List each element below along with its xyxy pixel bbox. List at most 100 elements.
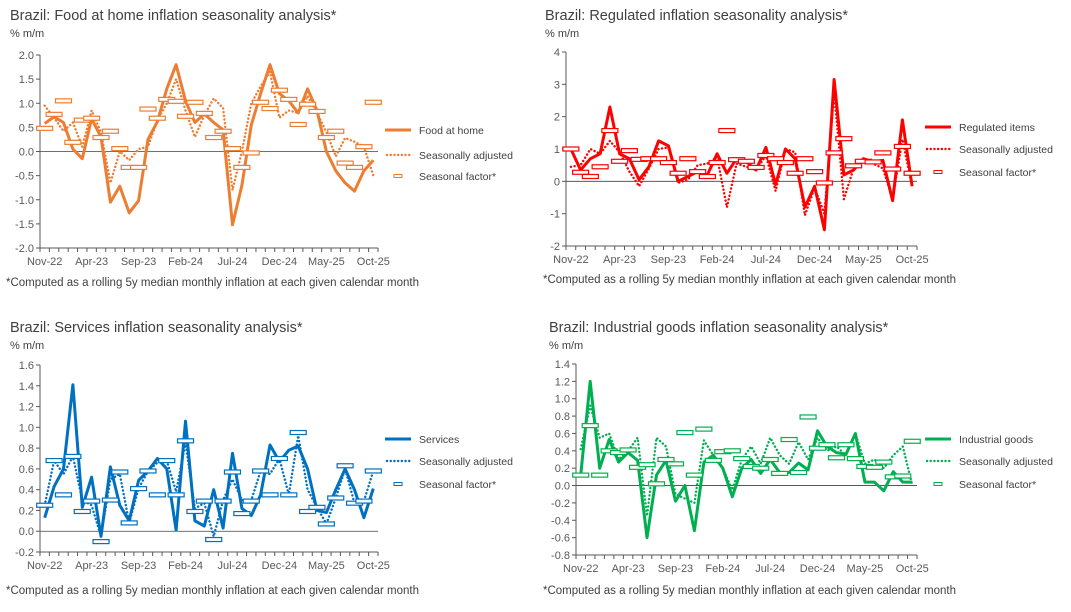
y-tick-label: 0.8 xyxy=(19,443,34,455)
seasonal-factor-marker xyxy=(158,457,176,464)
chart-panel-industrial: Brazil: Industrial goods inflation seaso… xyxy=(535,312,1070,612)
x-tick-label: Nov-22 xyxy=(27,560,62,572)
seasonal-factor-marker xyxy=(355,498,373,504)
y-tick-label: 0.0 xyxy=(555,481,570,493)
seasonal-factor-marker xyxy=(111,469,129,475)
seasonal-factor-marker xyxy=(786,170,804,176)
x-tick-label: Feb-24 xyxy=(705,563,740,575)
y-tick-label: 0.0 xyxy=(19,526,34,538)
x-tick-label: Dec-24 xyxy=(262,560,297,572)
seasonal-factor-marker xyxy=(581,173,599,180)
seasonal-factor-marker xyxy=(195,498,213,504)
seasonal-factor-marker xyxy=(628,464,647,470)
series-line-seasonally-adjusted xyxy=(579,404,914,518)
seasonal-factor-marker xyxy=(73,508,91,515)
seasonal-factor-marker xyxy=(148,492,166,498)
seasonal-factor-marker xyxy=(252,99,270,105)
x-tick-label: Apr-23 xyxy=(75,256,108,268)
y-tick-label: 0.8 xyxy=(555,411,570,423)
y-tick-label: 0 xyxy=(554,176,560,188)
footnote: *Computed as a rolling 5y median monthly… xyxy=(6,585,419,597)
seasonal-factor-marker xyxy=(289,429,307,436)
seasonal-factor-marker xyxy=(647,481,666,487)
seasonal-factor-marker xyxy=(317,521,335,527)
seasonal-factor-marker xyxy=(685,472,704,478)
x-tick-label: May-25 xyxy=(847,563,884,575)
legend-label: Seasonally adjusted xyxy=(959,456,1053,468)
seasonal-factor-marker xyxy=(698,173,716,180)
y-axis-unit: % m/m xyxy=(10,28,45,40)
y-tick-label: -1 xyxy=(550,209,560,221)
seasonal-factor-marker xyxy=(619,447,637,453)
chart-regulated: -2 -1 0 1 2 3 4 Nov-22 Apr-23 Sep-23 Feb-24 Jul-24 D… xyxy=(550,47,1053,266)
seasonal-factor-marker xyxy=(689,169,707,175)
y-tick-label: 2 xyxy=(554,112,560,124)
y-tick-label: 0.0 xyxy=(19,147,34,159)
legend-label: Seasonal factor* xyxy=(959,479,1036,491)
legend-label: Regulated items xyxy=(959,122,1035,134)
seasonal-factor-marker xyxy=(317,134,335,141)
legend-label: Seasonal factor* xyxy=(959,167,1036,179)
seasonal-factor-marker xyxy=(327,128,345,134)
x-tick-label: Feb-24 xyxy=(700,254,735,266)
seasonal-factor-marker xyxy=(270,455,289,462)
y-tick-label: -0.8 xyxy=(551,550,570,562)
seasonal-factor-marker xyxy=(747,164,765,171)
seasonal-factor-marker xyxy=(186,99,204,105)
x-tick-label: Sep-23 xyxy=(121,560,156,572)
x-tick-label: May-25 xyxy=(845,254,882,266)
chart-panel-food: Brazil: Food at home inflation seasonali… xyxy=(0,0,535,300)
y-tick-label: -2.0 xyxy=(15,243,34,255)
x-tick-label: Dec-24 xyxy=(262,256,297,268)
footnote: *Computed as a rolling 5y median monthly… xyxy=(543,274,956,286)
x-tick-label: Nov-22 xyxy=(553,254,588,266)
seasonal-factor-marker xyxy=(845,163,863,169)
y-tick-label: 0.4 xyxy=(555,446,570,458)
seasonal-factor-marker xyxy=(111,146,129,152)
seasonal-factor-marker xyxy=(101,497,120,503)
seasonal-factor-marker xyxy=(752,465,770,471)
seasonal-factor-marker xyxy=(893,143,911,150)
seasonal-factor-marker xyxy=(837,442,855,448)
seasonal-factor-marker xyxy=(874,150,892,156)
seasonal-factor-marker xyxy=(884,166,902,172)
y-tick-label: 0.6 xyxy=(19,464,34,476)
seasonal-factor-marker xyxy=(242,498,260,504)
seasonal-factor-marker xyxy=(737,158,755,164)
seasonal-factor-marker xyxy=(167,492,185,498)
seasonal-factor-marker xyxy=(289,121,307,128)
x-tick-label: Oct-25 xyxy=(896,563,929,575)
x-tick-label: Sep-23 xyxy=(651,254,686,266)
x-tick-label: Feb-24 xyxy=(168,256,203,268)
seasonal-factor-marker xyxy=(167,98,185,104)
seasonal-factor-marker xyxy=(708,159,726,166)
seasonal-factor-marker xyxy=(308,504,326,510)
seasonal-factor-marker xyxy=(54,98,73,104)
y-tick-label: 4 xyxy=(554,47,560,59)
seasonal-factor-marker xyxy=(601,127,619,134)
chart-panel-services: Brazil: Services inflation seasonality a… xyxy=(0,312,535,612)
seasonal-factor-marker xyxy=(205,134,223,141)
seasonal-factor-marker xyxy=(815,180,833,186)
seasonal-factor-marker xyxy=(704,457,722,463)
seasonal-factor-marker xyxy=(796,156,814,162)
seasonal-factor-marker xyxy=(261,492,279,498)
seasonal-factor-marker xyxy=(308,108,326,115)
seasonal-factor-marker xyxy=(176,438,195,444)
seasonal-factor-marker xyxy=(865,464,883,470)
chart-food: -2.0 -1.5 -1.0 -0.5 0.0 0.5 1.0 1.5 2.0 Nov-22 Apr… xyxy=(15,50,513,268)
seasonal-factor-marker xyxy=(591,472,609,478)
y-tick-label: 1.2 xyxy=(19,402,34,414)
seasonal-factor-marker xyxy=(92,134,110,141)
x-tick-label: Nov-22 xyxy=(563,563,598,575)
seasonal-factor-marker xyxy=(336,463,354,469)
series-line-seasonally-adjusted xyxy=(43,70,375,192)
seasonal-factor-marker xyxy=(620,148,638,154)
seasonal-factor-marker xyxy=(233,510,251,517)
seasonal-factor-marker xyxy=(581,423,599,429)
seasonal-factor-marker xyxy=(54,492,73,498)
seasonal-factor-marker xyxy=(298,508,317,515)
seasonal-factor-marker xyxy=(767,156,785,162)
legend-swatch-seasonal-factor xyxy=(393,482,403,486)
seasonal-factor-marker xyxy=(657,456,675,463)
